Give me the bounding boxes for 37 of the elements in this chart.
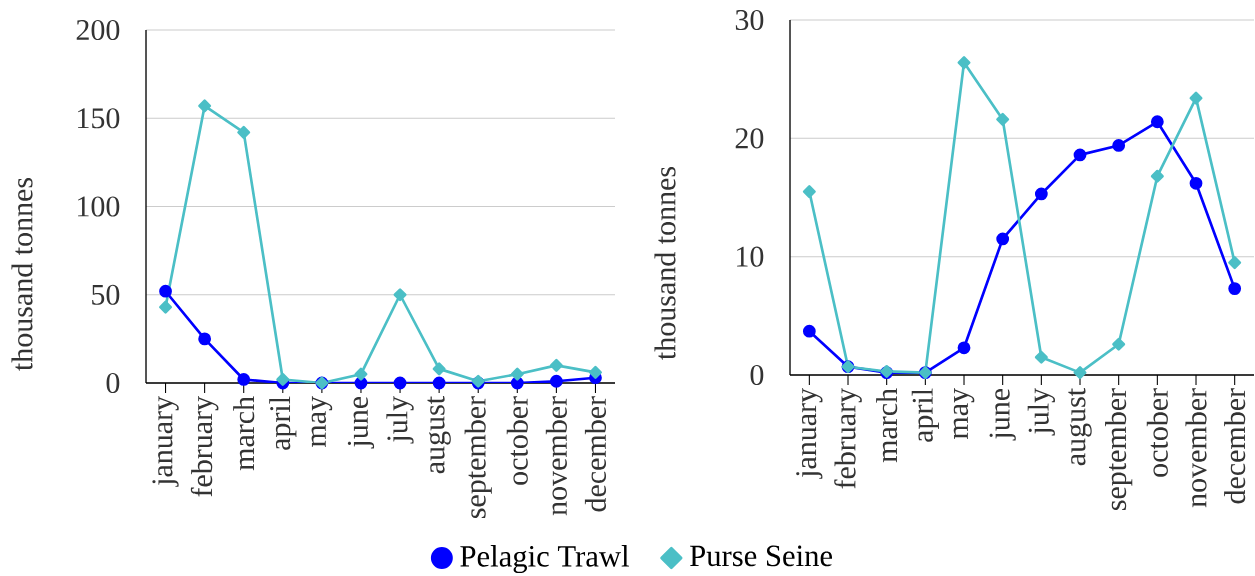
y-tick-label: 200 xyxy=(76,19,120,41)
y-tick-label: 0 xyxy=(106,372,120,394)
x-tick-label: march xyxy=(876,388,898,463)
legend-label: Purse Seine xyxy=(690,545,832,567)
y-tick-label: 50 xyxy=(92,284,120,305)
y-axis-title: thousand tonnes xyxy=(11,178,33,371)
x-tick-label: june xyxy=(989,388,1016,441)
x-tick-label: may xyxy=(311,396,333,447)
x-tick-label: march xyxy=(233,396,255,471)
x-tick-label: july xyxy=(386,396,414,444)
y-tick-label: 0 xyxy=(750,364,764,386)
x-tick-label: april xyxy=(269,396,297,450)
x-tick-label: june xyxy=(347,396,375,449)
y-tick-label: 20 xyxy=(735,128,764,149)
x-tick-label: february xyxy=(190,396,219,497)
x-tick-label: november xyxy=(1185,388,1207,508)
x-tick-label: may xyxy=(953,388,975,439)
x-tick-label: april xyxy=(911,388,939,442)
x-tick-label: august xyxy=(427,396,451,474)
x-tick-label: september xyxy=(464,396,492,518)
x-tick-label: january xyxy=(152,396,179,487)
x-tick-label: december xyxy=(1224,388,1246,504)
x-tick-label: august xyxy=(1068,388,1092,466)
x-tick-label: november xyxy=(545,396,567,516)
legend-label: Pelagic Trawl xyxy=(460,545,629,574)
y-tick-label: 150 xyxy=(78,108,120,129)
y-axis-title: thousand tonnes xyxy=(654,167,676,360)
x-tick-label: october xyxy=(1146,388,1168,477)
y-tick-label: 30 xyxy=(735,9,764,31)
x-tick-label: september xyxy=(1105,388,1133,510)
x-tick-label: july xyxy=(1027,388,1055,436)
x-tick-label: january xyxy=(796,388,823,479)
y-tick-label: 10 xyxy=(737,246,764,267)
x-tick-label: february xyxy=(834,388,862,489)
x-tick-label: december xyxy=(584,396,607,512)
x-tick-label: october xyxy=(506,396,528,485)
y-tick-label: 100 xyxy=(78,196,120,217)
